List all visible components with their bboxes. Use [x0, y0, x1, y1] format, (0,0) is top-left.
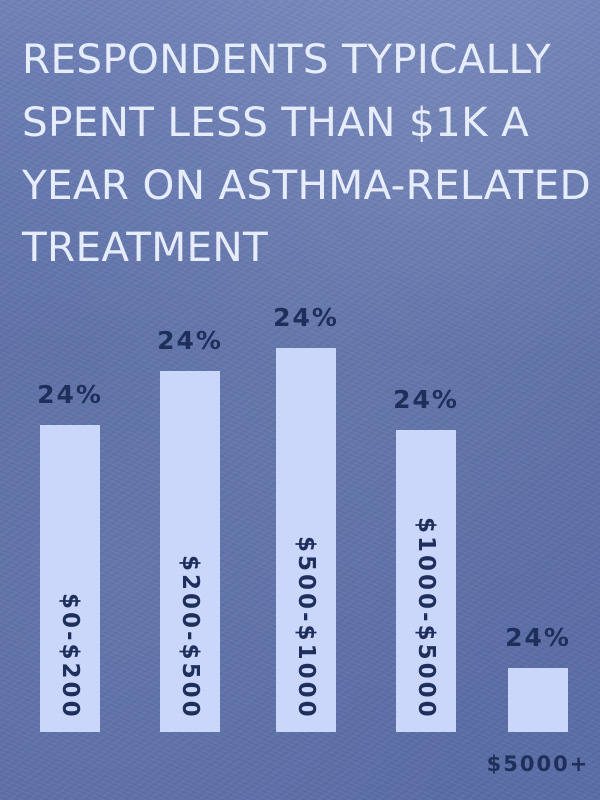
category-label: $1000-$5000	[413, 517, 439, 720]
category-label: $500-$1000	[293, 536, 319, 720]
category-label: $0-$200	[57, 593, 83, 720]
bar-value-label: 24%	[505, 623, 571, 652]
bar-2: $200-$500	[160, 371, 220, 732]
bar-5	[508, 668, 568, 732]
bar-value-label: 24%	[157, 326, 223, 355]
bar-1: $0-$200	[40, 425, 100, 732]
category-label: $200-$500	[177, 555, 203, 720]
bar-value-label: 24%	[273, 303, 339, 332]
category-label: $5000+	[486, 752, 590, 776]
chart-title: RESPONDENTS TYPICALLY SPENT LESS THAN $1…	[22, 35, 591, 272]
bar-value-label: 24%	[393, 385, 459, 414]
bar-3: $500-$1000	[276, 348, 336, 732]
bar-4: $1000-$5000	[396, 430, 456, 732]
bar-value-label: 24%	[37, 380, 103, 409]
